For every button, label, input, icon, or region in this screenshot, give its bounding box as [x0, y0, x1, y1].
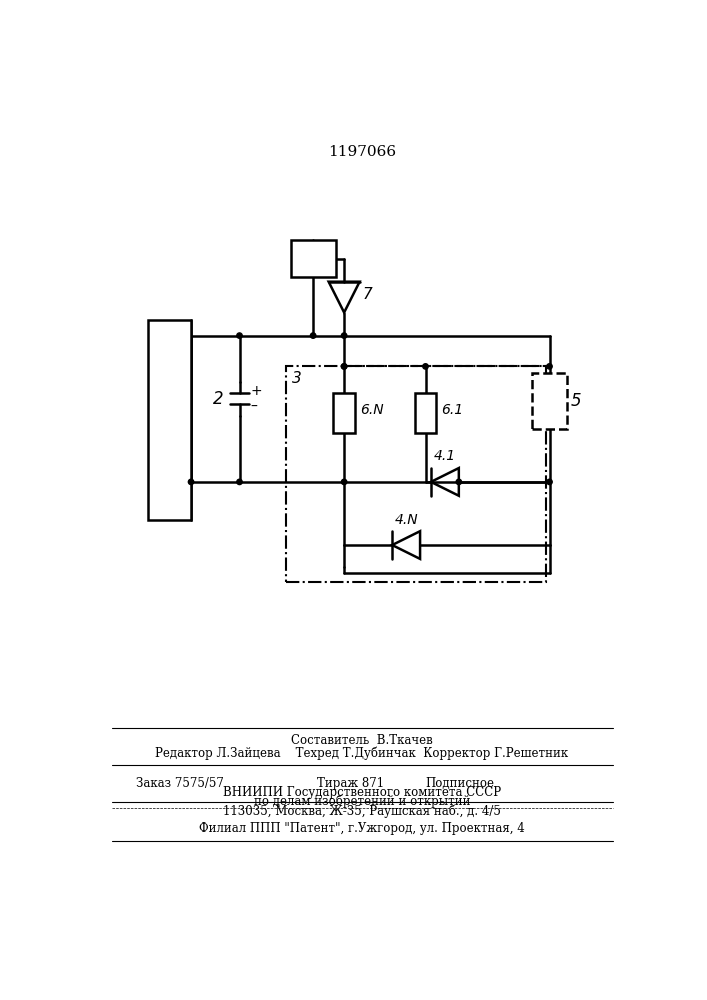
Text: ВНИИПИ Государственного комитета СССР: ВНИИПИ Государственного комитета СССР: [223, 786, 501, 799]
Circle shape: [237, 333, 243, 338]
Bar: [532, 373, 566, 429]
Text: 7: 7: [363, 287, 373, 302]
Text: 4.1: 4.1: [434, 449, 456, 463]
Text: –: –: [250, 399, 257, 413]
Circle shape: [341, 333, 347, 338]
Text: Заказ 7575/57: Заказ 7575/57: [136, 777, 224, 790]
Circle shape: [547, 364, 552, 369]
Circle shape: [237, 479, 243, 485]
Circle shape: [310, 333, 316, 338]
Bar: [291, 240, 336, 277]
Text: 4.N: 4.N: [395, 513, 418, 527]
Text: 1197066: 1197066: [328, 145, 396, 159]
Bar: [148, 320, 191, 520]
Circle shape: [188, 479, 194, 485]
Circle shape: [341, 364, 347, 369]
Circle shape: [456, 479, 462, 485]
Text: Филиал ППП "Патент", г.Ужгород, ул. Проектная, 4: Филиал ППП "Патент", г.Ужгород, ул. Прое…: [199, 822, 525, 835]
Bar: [333, 393, 355, 433]
Text: Редактор Л.Зайцева    Техред Т.Дубинчак  Корректор Г.Решетник: Редактор Л.Зайцева Техред Т.Дубинчак Кор…: [156, 746, 568, 760]
Circle shape: [423, 364, 428, 369]
Circle shape: [547, 479, 552, 485]
Text: по делам изобретений и открытий: по делам изобретений и открытий: [254, 795, 470, 808]
Text: Подписное: Подписное: [426, 777, 494, 790]
Text: 6.1: 6.1: [441, 403, 463, 417]
Text: 2: 2: [214, 390, 224, 408]
Text: 6.N: 6.N: [360, 403, 383, 417]
Text: 1: 1: [164, 411, 175, 429]
Text: 113035, Москва, Ж-35, Раушская наб., д. 4/5: 113035, Москва, Ж-35, Раушская наб., д. …: [223, 805, 501, 818]
Bar: [414, 393, 436, 433]
Text: 8: 8: [305, 250, 315, 268]
Text: Составитель  В.Ткачев: Составитель В.Ткачев: [291, 734, 433, 747]
Bar: [286, 366, 546, 582]
Text: 5: 5: [571, 392, 581, 410]
Text: Тираж 871: Тираж 871: [317, 777, 384, 790]
Circle shape: [341, 364, 347, 369]
Text: 3: 3: [292, 371, 302, 386]
Circle shape: [341, 479, 347, 485]
Text: +: +: [250, 384, 262, 398]
